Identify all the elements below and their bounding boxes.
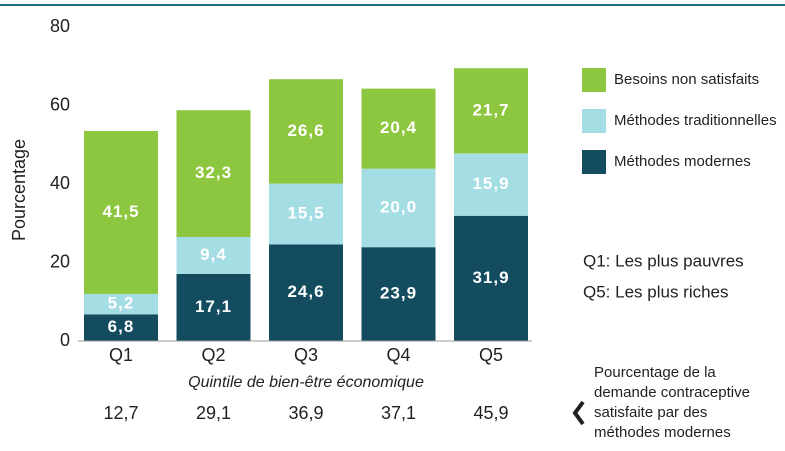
x-tick-label: Q4 xyxy=(386,345,410,365)
bar-segment xyxy=(269,79,343,184)
value-label: 20,4 xyxy=(380,118,417,137)
demand-note: satisfaite par des xyxy=(594,404,707,421)
value-label: 41,5 xyxy=(102,202,139,221)
bar-segment xyxy=(454,153,528,216)
y-tick-label: 20 xyxy=(50,251,70,271)
value-label: 15,5 xyxy=(287,204,324,223)
value-label: 15,9 xyxy=(472,174,509,193)
x-tick-label: Q3 xyxy=(294,345,318,365)
demand-note: Pourcentage de la xyxy=(594,364,716,381)
note: Q5: Les plus riches xyxy=(583,282,729,301)
legend-swatch xyxy=(582,150,606,174)
value-label: 24,6 xyxy=(287,282,324,301)
bar-segment xyxy=(361,247,436,341)
value-label: 20,0 xyxy=(380,197,417,216)
value-label: 31,9 xyxy=(472,268,509,287)
x-axis-label: Quintile de bien-être économique xyxy=(188,374,424,391)
bar-segment xyxy=(176,273,251,341)
legend-swatch xyxy=(582,109,606,133)
bar-segment xyxy=(361,88,436,169)
legend-label: Méthodes traditionnelles xyxy=(614,112,777,129)
demand-value: 29,1 xyxy=(196,403,231,423)
chevron xyxy=(572,400,585,426)
y-tick-label: 0 xyxy=(60,330,70,350)
value-label: 32,3 xyxy=(195,163,232,182)
y-axis-label: Pourcentage xyxy=(9,139,29,241)
bar-segment xyxy=(176,236,251,274)
y-tick-label: 40 xyxy=(50,173,70,193)
legend-label: Besoins non satisfaits xyxy=(614,71,759,88)
bar-segment xyxy=(454,215,528,341)
demand-value: 12,7 xyxy=(103,403,138,423)
bar-segment xyxy=(454,68,528,154)
x-tick-label: Q5 xyxy=(479,345,503,365)
bar-segment xyxy=(84,293,158,315)
bar-segment xyxy=(84,314,158,341)
demand-note: demande contraceptive xyxy=(594,384,750,401)
demand-note: méthodes modernes xyxy=(594,424,731,441)
demand-value: 45,9 xyxy=(473,403,508,423)
value-label: 6,8 xyxy=(108,317,135,336)
bar-segment xyxy=(269,183,343,245)
bar-segment xyxy=(176,110,251,237)
value-label: 21,7 xyxy=(472,100,509,119)
value-label: 17,1 xyxy=(195,297,232,316)
bar-segment xyxy=(269,244,343,341)
bar-segment xyxy=(84,131,158,294)
demand-value: 36,9 xyxy=(288,403,323,423)
value-label: 23,9 xyxy=(380,284,417,303)
y-tick-label: 60 xyxy=(50,94,70,114)
legend-swatch xyxy=(582,68,606,92)
value-label: 26,6 xyxy=(287,121,324,140)
legend-label: Méthodes modernes xyxy=(614,153,751,170)
value-label: 9,4 xyxy=(200,245,227,264)
demand-value: 37,1 xyxy=(381,403,416,423)
x-tick-label: Q2 xyxy=(201,345,225,365)
x-tick-label: Q1 xyxy=(109,345,133,365)
note: Q1: Les plus pauvres xyxy=(583,251,744,270)
bar-segment xyxy=(361,168,436,248)
value-label: 5,2 xyxy=(108,294,135,313)
y-tick-label: 80 xyxy=(50,16,70,36)
